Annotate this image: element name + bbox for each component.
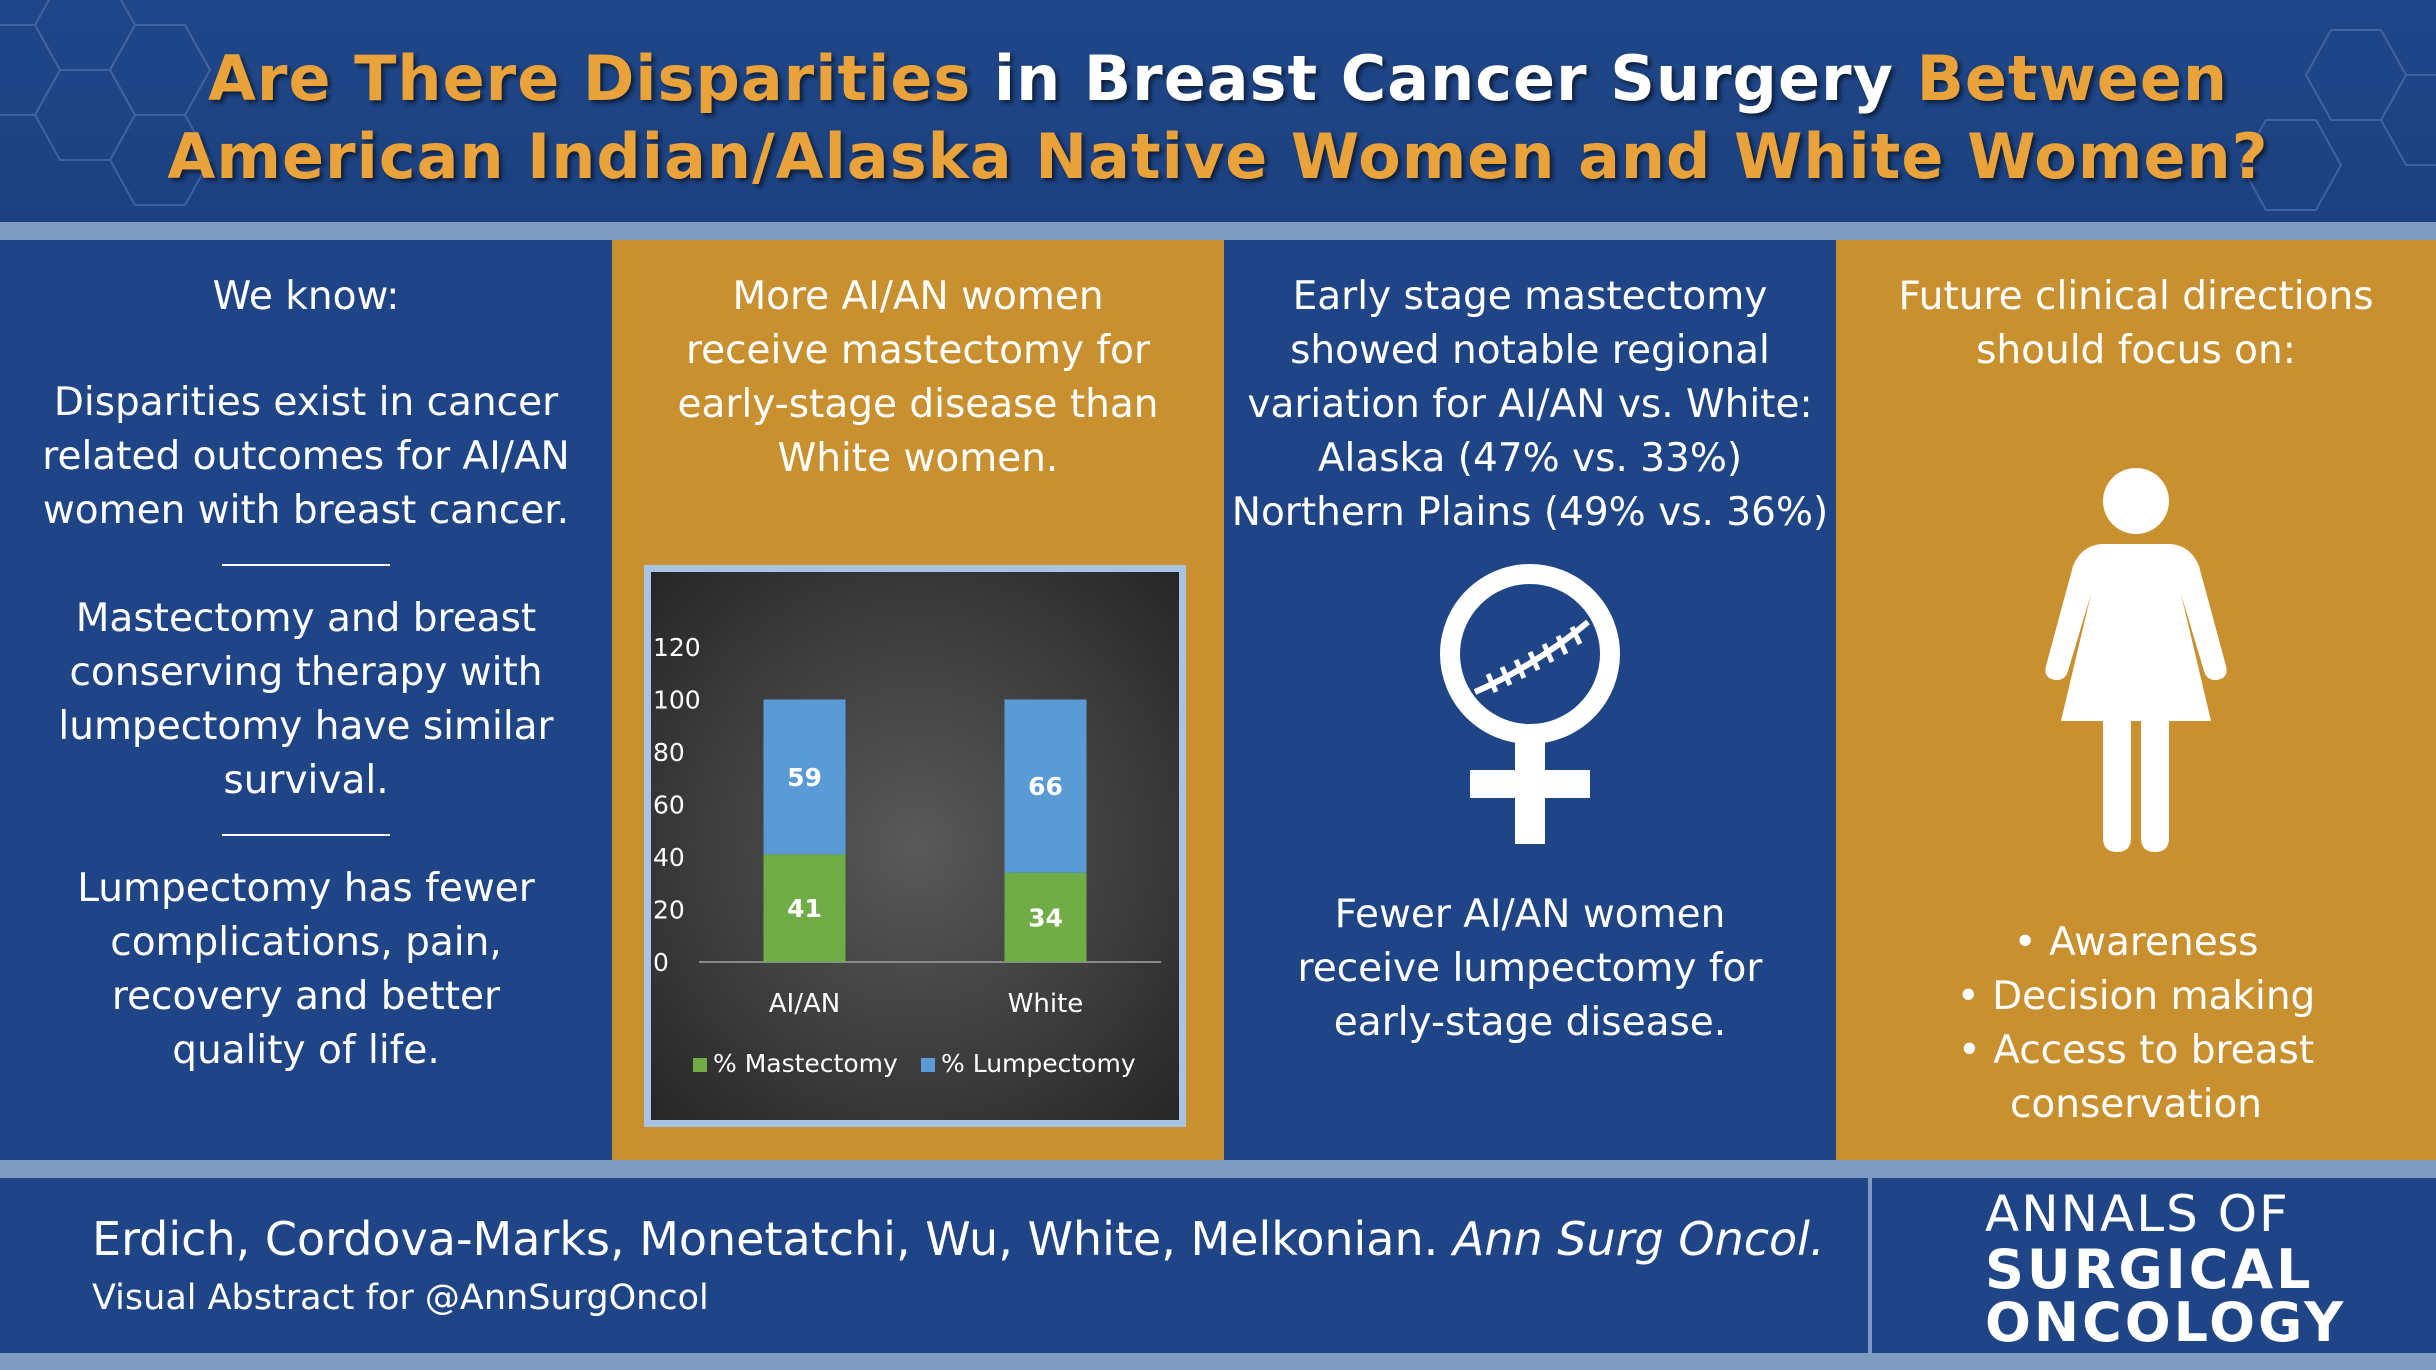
panel3-line-2: showed notable regional [1290,328,1770,373]
divider-band-bottom [0,1160,2436,1178]
y-tick-label: 80 [653,738,685,767]
title-middle: in Breast Cancer Surgery [971,42,1917,115]
journal-logo-line-3: ONCOLOGY [1985,1291,2347,1354]
category-label: AI/AN [769,989,840,1019]
bar-segment-mastectomy [1004,872,1087,962]
page-title: Are There Disparities in Breast Cancer S… [0,40,2436,196]
legend-label: % Lumpectomy [941,1049,1136,1078]
citation-authors: Erdich, Cordova-Marks, Monetatchi, Wu, W… [92,1212,1453,1266]
panel-future-directions: Future clinical directions should focus … [1836,240,2436,1160]
data-label: 66 [1028,772,1063,801]
chart-svg: 0 20 40 60 80 100 120 41 59 AI/AN 34 66 White % Maste… [653,633,1161,1078]
visual-abstract-credit: Visual Abstract for @AnnSurgOncol [92,1278,709,1318]
title-highlight-between: Between [1916,42,2229,115]
panel1-heading: We know: [212,274,400,319]
y-tick-label: 60 [653,791,685,820]
journal-logo-line-1: ANNALS OF [1985,1185,2290,1243]
data-label: 34 [1028,903,1063,932]
panel3-bottom-text: Fewer AI/AN women receive lumpectomy for… [1297,892,1763,1045]
bar-segment-lumpectomy [1004,699,1087,873]
y-tick-label: 20 [653,896,685,925]
woman-icon [2045,468,2227,852]
legend-swatch [693,1058,707,1072]
panel2-text: More AI/AN women receive mastectomy for … [677,274,1159,481]
footer [0,1178,2436,1370]
header [0,0,2436,222]
panel-regional-variation: Early stage mastectomy showed notable re… [1224,240,1836,1160]
data-label: 41 [787,894,822,923]
panel1-paragraph-3: Lumpectomy has fewer complications, pain… [77,866,535,1073]
panel3-line-5: Northern Plains (49% vs. 36%) [1231,490,1829,535]
female-ribbon-icon [1440,564,1620,844]
bottom-strip [0,1353,2436,1370]
title-highlight-disparities: Are There Disparities [207,42,972,115]
panel3-line-4: Alaska (47% vs. 33%) [1317,436,1743,481]
hexagon-pattern-right [2239,29,2436,211]
stacked-bar-chart: 0 20 40 60 80 100 120 41 59 AI/AN 34 66 White % Maste… [644,565,1186,1127]
y-tick-label: 100 [653,686,701,715]
y-tick-label: 0 [653,948,669,977]
bar-segment-lumpectomy [763,699,846,855]
panel-we-know: We know: Disparities exist in cancer rel… [0,240,612,1160]
panel4-bullet-3: • Access to breast conservation [1957,1028,2315,1127]
panel3-line-3: variation for AI/AN vs. White: [1247,382,1813,427]
panel1-divider-1 [222,564,390,566]
panel3-line-1: Early stage mastectomy [1292,274,1768,319]
panel1-paragraph-2: Mastectomy and breast conserving therapy… [58,596,554,803]
panel4-bullet-2: • Decision making [1956,974,2316,1019]
panel4-bullet-1: • Awareness [2013,920,2259,965]
citation-journal: Ann Surg Oncol. [1452,1212,1825,1266]
journal-logo-line-2: SURGICAL [1985,1238,2314,1301]
title-line-1: Are There Disparities in Breast Cancer S… [0,40,2436,118]
hexagon-pattern-left [0,0,212,206]
panel1-divider-2 [222,834,390,836]
citation: Erdich, Cordova-Marks, Monetatchi, Wu, W… [92,1212,1825,1266]
bar-segment-mastectomy [763,854,846,962]
category-label: White [1008,989,1084,1019]
divider-band-top [0,222,2436,240]
panel1-paragraph-1: Disparities exist in cancer related outc… [42,380,570,533]
data-label: 59 [787,763,822,792]
panel4-heading: Future clinical directions should focus … [1898,274,2374,373]
y-tick-label: 120 [653,633,701,662]
y-tick-label: 40 [653,843,685,872]
legend-label: % Mastectomy [713,1049,898,1078]
title-line-2: American Indian/Alaska Native Women and … [167,120,2269,193]
footer-divider [1868,1178,1872,1353]
legend-swatch [921,1058,935,1072]
